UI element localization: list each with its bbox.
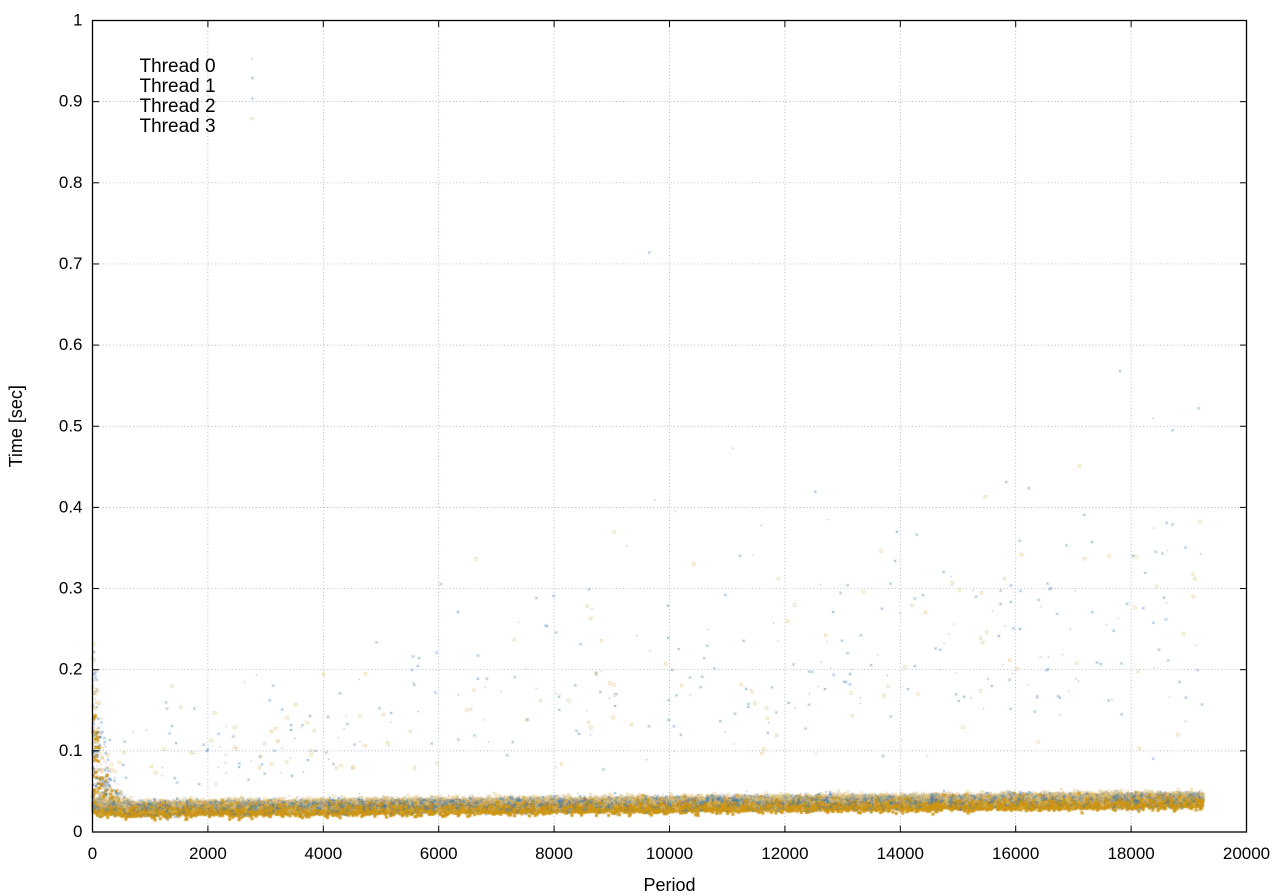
svg-text:4000: 4000 — [304, 844, 342, 863]
svg-text:0.5: 0.5 — [59, 416, 83, 435]
svg-text:14000: 14000 — [877, 844, 924, 863]
svg-text:18000: 18000 — [1107, 844, 1154, 863]
svg-text:0.3: 0.3 — [59, 579, 83, 598]
svg-text:Period: Period — [643, 875, 695, 895]
svg-text:0.2: 0.2 — [59, 660, 83, 679]
svg-text:Thread 1: Thread 1 — [140, 76, 216, 97]
svg-text:20000: 20000 — [1223, 844, 1270, 863]
svg-text:Time [sec]: Time [sec] — [6, 385, 26, 467]
svg-text:1: 1 — [73, 11, 82, 30]
svg-text:0.4: 0.4 — [59, 497, 83, 516]
svg-text:0: 0 — [73, 822, 82, 841]
svg-text:0.7: 0.7 — [59, 254, 83, 273]
svg-text:0.6: 0.6 — [59, 335, 83, 354]
svg-text:8000: 8000 — [535, 844, 573, 863]
svg-text:Thread 3: Thread 3 — [140, 116, 216, 137]
svg-text:2000: 2000 — [189, 844, 227, 863]
svg-text:0: 0 — [88, 844, 97, 863]
svg-text:0.8: 0.8 — [59, 173, 83, 192]
svg-text:0.9: 0.9 — [59, 92, 83, 111]
svg-text:0.1: 0.1 — [59, 741, 83, 760]
svg-text:6000: 6000 — [420, 844, 458, 863]
svg-text:Thread 2: Thread 2 — [140, 96, 216, 117]
svg-text:10000: 10000 — [646, 844, 693, 863]
svg-text:Thread 0: Thread 0 — [140, 56, 216, 77]
svg-text:16000: 16000 — [992, 844, 1039, 863]
svg-text:12000: 12000 — [761, 844, 808, 863]
